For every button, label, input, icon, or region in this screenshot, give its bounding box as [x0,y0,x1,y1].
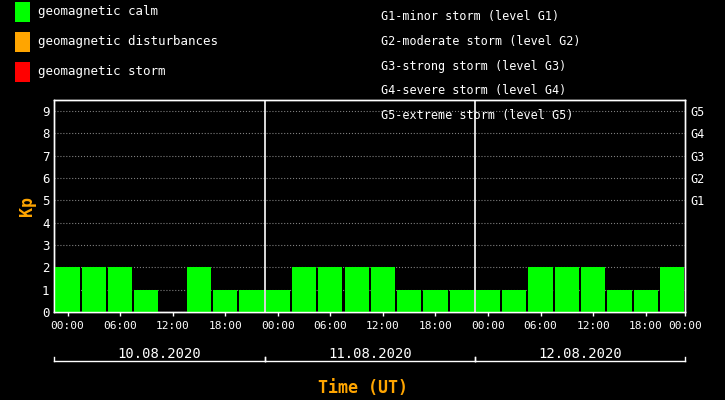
Text: geomagnetic storm: geomagnetic storm [38,66,165,78]
Bar [555,267,579,312]
Text: geomagnetic disturbances: geomagnetic disturbances [38,36,218,48]
Y-axis label: Kp: Kp [18,196,36,216]
Bar [397,290,421,312]
Bar [608,290,631,312]
Bar [634,290,658,312]
Bar [344,267,369,312]
Text: G2-moderate storm (level G2): G2-moderate storm (level G2) [381,35,580,48]
Bar [187,267,211,312]
Text: 10.08.2020: 10.08.2020 [117,347,202,361]
Text: 11.08.2020: 11.08.2020 [328,347,412,361]
Bar [502,290,526,312]
Text: G5-extreme storm (level G5): G5-extreme storm (level G5) [381,109,573,122]
Text: 12.08.2020: 12.08.2020 [538,347,622,361]
Bar [134,290,159,312]
Bar [265,290,290,312]
Bar [476,290,500,312]
Bar [82,267,106,312]
Bar [450,290,474,312]
Bar [292,267,316,312]
Bar [213,290,237,312]
Bar [108,267,132,312]
Text: G4-severe storm (level G4): G4-severe storm (level G4) [381,84,566,98]
Bar [318,267,342,312]
Bar [581,267,605,312]
Text: G1-minor storm (level G1): G1-minor storm (level G1) [381,10,559,23]
Bar [370,267,395,312]
Bar [239,290,264,312]
Bar [660,267,684,312]
Bar [529,267,552,312]
Bar [423,290,447,312]
Bar [55,267,80,312]
Text: geomagnetic calm: geomagnetic calm [38,6,158,18]
Text: G3-strong storm (level G3): G3-strong storm (level G3) [381,60,566,73]
Text: Time (UT): Time (UT) [318,379,407,397]
